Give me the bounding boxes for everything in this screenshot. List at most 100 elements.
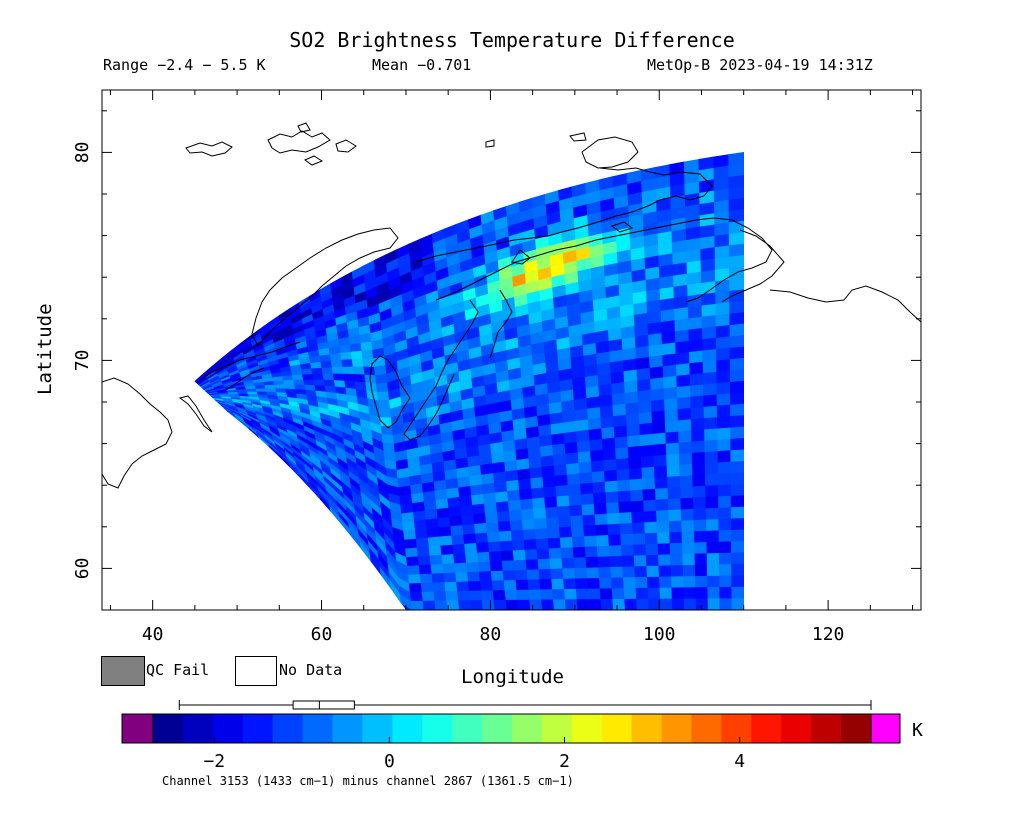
swath-cell xyxy=(718,518,732,532)
swath-cell xyxy=(443,572,457,583)
x-axis-label: Longitude xyxy=(461,666,564,688)
swath-cell xyxy=(426,527,441,539)
swath-cell xyxy=(705,496,719,509)
swath-cell xyxy=(466,562,480,573)
swath-cell xyxy=(471,493,485,506)
swath-cell xyxy=(674,307,689,321)
colorbar-segment xyxy=(541,714,573,743)
swath-cell xyxy=(312,373,325,381)
swath-cell xyxy=(479,580,494,592)
swath-cell xyxy=(634,566,648,578)
swath-cell xyxy=(614,436,629,450)
swath-cell xyxy=(658,554,672,567)
swath-cell xyxy=(518,478,532,491)
swath-cell xyxy=(682,553,696,566)
swath-cell xyxy=(449,515,463,527)
coastline-franz-josef xyxy=(185,122,357,166)
chart-title: SO2 Brightness Temperature Difference xyxy=(289,28,735,52)
swath-cell xyxy=(322,373,335,381)
swath-cell xyxy=(689,350,704,364)
swath-cell xyxy=(434,600,448,610)
swath-cell xyxy=(463,533,477,545)
swath-cell xyxy=(705,485,719,498)
swath-cell xyxy=(670,554,684,567)
swath-cell xyxy=(623,588,637,600)
swath-cell xyxy=(729,300,744,315)
swath-cell xyxy=(702,337,717,352)
y-tick-label: 60 xyxy=(72,558,93,580)
swath-cell xyxy=(609,555,623,568)
swath-cell xyxy=(716,370,731,384)
swath-cell xyxy=(537,558,552,570)
swath-cell xyxy=(514,438,529,451)
swath-cell xyxy=(644,532,659,545)
swath-cell xyxy=(490,570,505,582)
swath-cell xyxy=(692,497,707,510)
swath-cell xyxy=(473,513,487,525)
coastline-yenisei xyxy=(403,289,513,441)
swath-cell xyxy=(673,273,688,288)
swath-cell xyxy=(693,519,707,532)
swath-cell xyxy=(686,260,702,275)
swath-cell xyxy=(701,315,717,329)
swath-cell xyxy=(508,509,523,522)
swath-cell xyxy=(505,599,519,610)
swath-cell xyxy=(693,508,707,521)
swath-cell xyxy=(361,349,374,360)
swath-cell xyxy=(507,499,522,512)
swath-cell xyxy=(659,587,673,600)
swath-cell xyxy=(548,547,563,560)
swath-cell xyxy=(283,379,295,386)
swath-cell xyxy=(363,366,376,376)
swath-cell xyxy=(429,554,444,566)
swath-cell xyxy=(598,383,613,397)
swath-cell xyxy=(558,516,572,528)
swath-cell xyxy=(717,438,732,452)
swath-cell xyxy=(550,422,565,436)
swath-cell xyxy=(596,362,612,376)
swath-cell xyxy=(439,535,453,547)
swath-cell xyxy=(731,598,744,610)
swath-cell xyxy=(694,564,708,577)
axis-tick-labels: 40 60 80 100 120 60 70 80 xyxy=(72,142,844,645)
colorbar-segment xyxy=(332,714,363,743)
swath-cell xyxy=(520,508,535,521)
swath-cell xyxy=(700,258,716,273)
swath-cell xyxy=(412,501,426,513)
swath-cell xyxy=(403,529,417,541)
swath-cell xyxy=(642,477,656,491)
colorbar-segment xyxy=(512,714,543,743)
swath-cell xyxy=(282,375,294,381)
swath-cell xyxy=(714,245,730,260)
swath-cell xyxy=(639,422,654,436)
swath-cell xyxy=(655,487,669,501)
swath-cell xyxy=(606,512,621,525)
swath-cell xyxy=(622,577,637,589)
swath-cell xyxy=(446,600,460,610)
swath-cell xyxy=(550,568,564,580)
swath-cell xyxy=(730,483,744,497)
swath-cell xyxy=(433,591,447,602)
swath-cell xyxy=(401,512,415,523)
swath-cell xyxy=(414,519,428,531)
swath-cell xyxy=(689,384,705,398)
swath-cell xyxy=(706,530,720,543)
swath-cell xyxy=(467,571,481,583)
swath-cell xyxy=(705,519,720,532)
swath-cell xyxy=(730,392,744,406)
swath-cell xyxy=(661,342,677,356)
swath-cell xyxy=(561,557,575,570)
swath-cell xyxy=(671,576,685,589)
coastline-taimyr-gulf xyxy=(511,221,634,265)
swath-cell xyxy=(625,413,640,427)
swath-cell xyxy=(601,437,616,451)
swath-cell xyxy=(669,542,683,555)
swath-cell xyxy=(585,556,599,569)
swath-cell xyxy=(504,589,519,601)
swath-cell xyxy=(704,439,719,453)
swath-cell xyxy=(245,388,258,393)
swath-cell xyxy=(444,581,458,593)
swath-cell xyxy=(555,484,570,498)
swath-cell xyxy=(660,308,676,323)
swath-cell xyxy=(630,500,645,513)
